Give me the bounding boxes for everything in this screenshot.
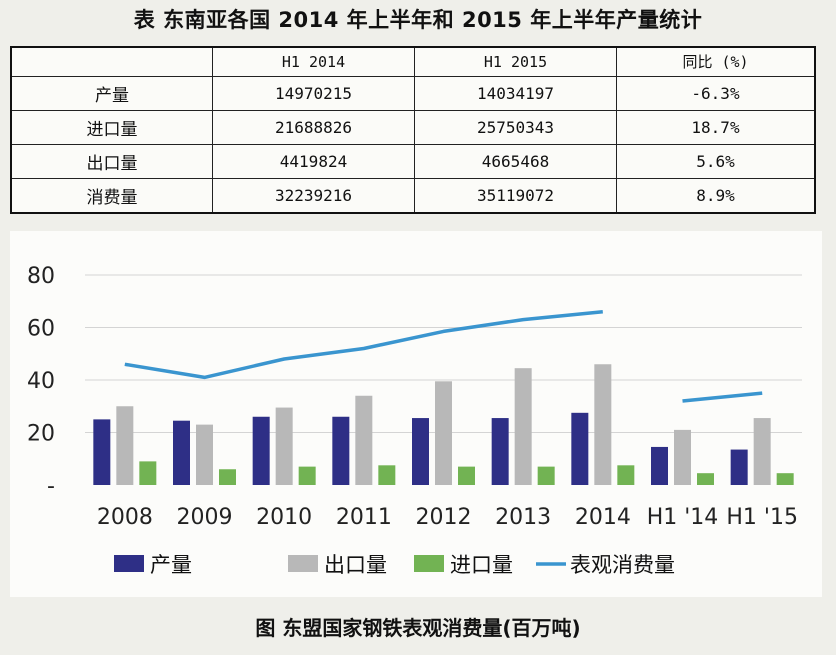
cell-value: 14034197	[414, 75, 617, 111]
bar-0-3	[332, 416, 350, 485]
legend-swatch	[114, 555, 144, 572]
y-tick-label: 60	[27, 317, 55, 342]
cell-value: 4419824	[212, 143, 415, 179]
row-label-import: 进口量	[10, 109, 213, 145]
table-header-h1-2015: H1 2015	[414, 46, 617, 77]
table-row: 进口量 21688826 25750343 18.7%	[10, 109, 816, 145]
bar-0-0	[93, 419, 111, 485]
bar-0-4	[412, 418, 429, 485]
x-tick-label: H1 '15	[726, 505, 798, 530]
x-tick-label: 2009	[177, 505, 233, 530]
bar-1-7	[674, 429, 691, 485]
legend-swatch	[288, 555, 318, 572]
legend-swatch	[414, 555, 444, 572]
bar-0-7	[651, 446, 668, 485]
cell-value: 14970215	[212, 75, 415, 111]
legend-label: 表观消费量	[570, 553, 675, 577]
bar-1-6	[594, 364, 612, 485]
row-label-consumption: 消费量	[10, 177, 213, 214]
cell-value: 5.6%	[616, 143, 816, 179]
y-tick-label: 20	[27, 422, 55, 447]
cell-value: -6.3%	[616, 75, 816, 111]
bar-1-5	[514, 368, 532, 485]
bar-0-6	[571, 412, 589, 485]
cell-value: 32239216	[212, 177, 415, 214]
table-header-row: H1 2014 H1 2015 同比 (%)	[10, 46, 816, 77]
chart-caption: 图 东盟国家钢铁表观消费量(百万吨)	[255, 616, 581, 640]
bar-0-8	[730, 449, 748, 485]
bar-1-0	[116, 406, 134, 485]
cell-value: 35119072	[414, 177, 617, 214]
y-tick-label: 40	[27, 369, 55, 394]
bar-2-5	[537, 466, 555, 485]
cell-value: 4665468	[414, 143, 617, 179]
consumption-line-segment-1	[682, 391, 763, 403]
legend-label: 产量	[150, 553, 192, 577]
table-header-h1-2014: H1 2014	[212, 46, 415, 77]
chart-panel: 80 60 40 20 - 2008 2009 2010 2011 2012 2013 2014 H1 …	[10, 231, 822, 597]
bar-2-7	[697, 473, 714, 485]
bar-1-4	[435, 381, 452, 485]
bar-2-1	[219, 469, 236, 485]
bar-2-2	[298, 466, 316, 485]
bar-2-0	[139, 461, 157, 485]
table-row: 出口量 4419824 4665468 5.6%	[10, 143, 816, 179]
row-label-export: 出口量	[10, 143, 213, 179]
bar-0-1	[173, 420, 190, 485]
bar-1-8	[753, 418, 771, 485]
consumption-line-segment-0	[124, 310, 603, 380]
bar-1-3	[355, 395, 373, 485]
steel-consumption-chart: 80 60 40 20 - 2008 2009 2010 2011 2012 2013 2014 H1 …	[27, 264, 802, 577]
table-row: 产量 14970215 14034197 -6.3%	[10, 75, 816, 111]
bar-0-2	[252, 416, 270, 485]
x-tick-label: 2008	[97, 505, 153, 530]
chart-lines	[124, 310, 763, 403]
chart-tick-labels: 80 60 40 20 - 2008 2009 2010 2011 2012 2013 2014 H1 …	[27, 264, 798, 530]
bar-2-8	[776, 473, 794, 485]
x-tick-label: 2013	[495, 505, 551, 530]
bar-1-1	[196, 424, 213, 485]
bar-1-2	[275, 407, 293, 485]
row-label-production: 产量	[10, 75, 213, 111]
bar-2-4	[458, 466, 475, 485]
table-title: 表 东南亚各国 2014 年上半年和 2015 年上半年产量统计	[133, 8, 703, 32]
y-tick-label: 80	[27, 264, 55, 289]
bar-2-6	[617, 465, 635, 485]
x-tick-label: 2014	[575, 505, 631, 530]
legend-label: 出口量	[324, 553, 387, 577]
x-tick-label: 2010	[256, 505, 312, 530]
chart-bars	[93, 364, 794, 485]
table-row: 消费量 32239216 35119072 8.9%	[10, 177, 816, 214]
bar-0-5	[491, 418, 509, 485]
chart-legend: 产量 出口量 进口量 表观消费量	[114, 553, 675, 577]
bar-2-3	[378, 465, 396, 485]
production-stats-table: H1 2014 H1 2015 同比 (%) 产量 14970215 14034…	[10, 46, 816, 214]
table-header-corner	[10, 46, 213, 77]
cell-value: 21688826	[212, 109, 415, 145]
cell-value: 8.9%	[616, 177, 816, 214]
x-tick-label: 2012	[416, 505, 472, 530]
y-tick-label: -	[47, 474, 55, 499]
table-header-yoy: 同比 (%)	[616, 46, 816, 77]
cell-value: 25750343	[414, 109, 617, 145]
legend-label: 进口量	[450, 553, 513, 577]
x-tick-label: H1 '14	[647, 505, 719, 530]
x-tick-label: 2011	[336, 505, 392, 530]
cell-value: 18.7%	[616, 109, 816, 145]
